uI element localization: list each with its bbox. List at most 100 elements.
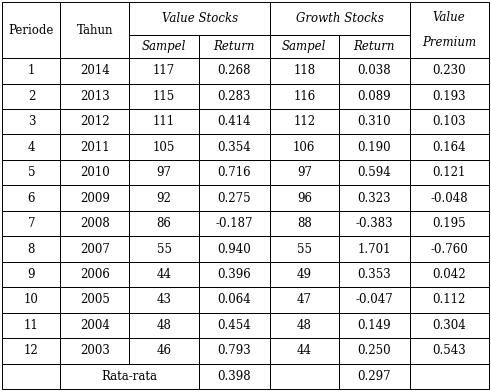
Text: Tahun: Tahun: [77, 23, 113, 36]
Bar: [410, 160, 489, 185]
Bar: [199, 236, 270, 262]
Text: 49: 49: [297, 268, 312, 281]
Bar: [60, 135, 130, 160]
Text: 2004: 2004: [80, 319, 110, 332]
Bar: [339, 287, 410, 313]
Bar: [199, 109, 270, 135]
Text: 47: 47: [297, 293, 312, 307]
Text: 88: 88: [297, 217, 312, 230]
Bar: [270, 84, 339, 109]
Text: 97: 97: [297, 166, 312, 179]
Bar: [60, 262, 130, 287]
Bar: [2, 58, 60, 84]
Text: 6: 6: [27, 192, 35, 204]
Bar: [199, 185, 270, 211]
Text: -0.187: -0.187: [216, 217, 253, 230]
Text: 0.353: 0.353: [357, 268, 391, 281]
Bar: [270, 364, 339, 389]
Bar: [2, 211, 60, 236]
Text: 96: 96: [297, 192, 312, 204]
Bar: [270, 211, 339, 236]
Text: 2014: 2014: [80, 64, 110, 77]
Bar: [60, 338, 130, 364]
Text: 0.454: 0.454: [218, 319, 251, 332]
Text: -0.760: -0.760: [431, 242, 468, 256]
Text: 0.195: 0.195: [433, 217, 466, 230]
Bar: [60, 236, 130, 262]
Bar: [339, 160, 410, 185]
Bar: [199, 313, 270, 338]
Bar: [270, 160, 339, 185]
Text: 48: 48: [157, 319, 171, 332]
Bar: [410, 135, 489, 160]
Text: 118: 118: [293, 64, 315, 77]
Text: 0.354: 0.354: [218, 141, 251, 154]
Text: 0.275: 0.275: [218, 192, 251, 204]
Text: 116: 116: [293, 90, 315, 103]
Bar: [130, 84, 199, 109]
Text: 115: 115: [153, 90, 175, 103]
Bar: [60, 185, 130, 211]
Text: 117: 117: [153, 64, 175, 77]
Text: 0.283: 0.283: [218, 90, 251, 103]
Bar: [60, 2, 130, 58]
Bar: [270, 338, 339, 364]
Text: 106: 106: [293, 141, 316, 154]
Text: Return: Return: [214, 40, 255, 53]
Bar: [60, 211, 130, 236]
Text: 2013: 2013: [80, 90, 110, 103]
Text: 0.064: 0.064: [218, 293, 251, 307]
Bar: [2, 338, 60, 364]
Text: 12: 12: [24, 344, 39, 357]
Text: 43: 43: [157, 293, 171, 307]
Text: 0.250: 0.250: [357, 344, 391, 357]
Bar: [199, 211, 270, 236]
Text: 0.793: 0.793: [218, 344, 251, 357]
Bar: [2, 313, 60, 338]
Bar: [270, 135, 339, 160]
Bar: [199, 58, 270, 84]
Text: 0.268: 0.268: [218, 64, 251, 77]
Bar: [2, 109, 60, 135]
Bar: [410, 313, 489, 338]
Bar: [410, 287, 489, 313]
Text: 0.940: 0.940: [218, 242, 251, 256]
Bar: [410, 58, 489, 84]
Bar: [2, 160, 60, 185]
Text: 0.323: 0.323: [357, 192, 391, 204]
Bar: [130, 109, 199, 135]
Bar: [339, 84, 410, 109]
Text: 2012: 2012: [80, 115, 109, 128]
Bar: [130, 211, 199, 236]
Text: 1.701: 1.701: [357, 242, 391, 256]
Text: 0.594: 0.594: [357, 166, 391, 179]
Bar: [130, 338, 199, 364]
Text: Value: Value: [433, 11, 465, 24]
Text: 111: 111: [153, 115, 175, 128]
Bar: [2, 364, 60, 389]
Text: 4: 4: [27, 141, 35, 154]
Text: 48: 48: [297, 319, 312, 332]
Text: Rata-rata: Rata-rata: [102, 370, 158, 383]
Text: Growth Stocks: Growth Stocks: [296, 12, 384, 25]
Text: 0.149: 0.149: [357, 319, 391, 332]
Text: 55: 55: [157, 242, 171, 256]
Text: 5: 5: [27, 166, 35, 179]
Bar: [130, 135, 199, 160]
Text: 11: 11: [24, 319, 39, 332]
Bar: [339, 185, 410, 211]
Bar: [2, 185, 60, 211]
Bar: [199, 338, 270, 364]
Text: 97: 97: [157, 166, 171, 179]
Text: 8: 8: [27, 242, 35, 256]
Text: Sampel: Sampel: [142, 40, 186, 53]
Bar: [410, 236, 489, 262]
Bar: [410, 185, 489, 211]
Bar: [2, 2, 60, 58]
Bar: [130, 236, 199, 262]
Text: -0.047: -0.047: [355, 293, 393, 307]
Bar: [2, 236, 60, 262]
Bar: [60, 364, 199, 389]
Bar: [339, 109, 410, 135]
Bar: [410, 109, 489, 135]
